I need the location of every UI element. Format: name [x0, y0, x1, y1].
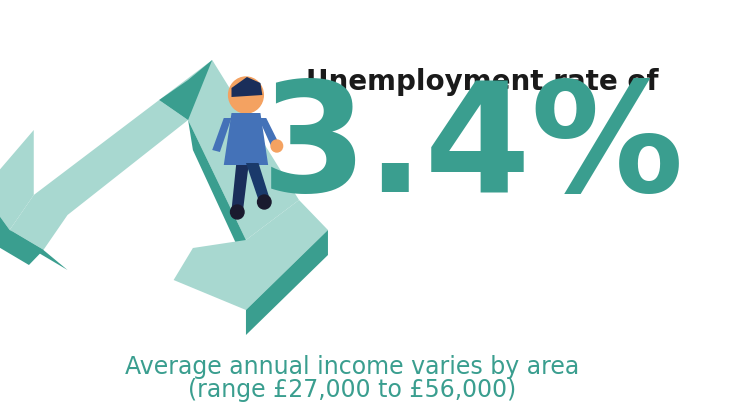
Polygon shape — [258, 118, 280, 148]
Polygon shape — [159, 60, 212, 120]
Text: (range £27,000 to £56,000): (range £27,000 to £56,000) — [188, 378, 516, 402]
Text: 3.4%: 3.4% — [261, 75, 685, 224]
Polygon shape — [212, 118, 231, 152]
Polygon shape — [246, 163, 270, 200]
Circle shape — [228, 77, 264, 113]
Polygon shape — [0, 130, 34, 230]
Text: Average annual income varies by area: Average annual income varies by area — [125, 355, 579, 379]
Polygon shape — [231, 77, 262, 97]
Text: Unemployment rate of: Unemployment rate of — [306, 68, 658, 96]
Circle shape — [231, 205, 244, 219]
Polygon shape — [9, 230, 67, 270]
Polygon shape — [9, 100, 188, 250]
Polygon shape — [159, 60, 299, 240]
Polygon shape — [246, 230, 328, 335]
Circle shape — [271, 140, 283, 152]
Polygon shape — [0, 210, 43, 265]
Polygon shape — [188, 120, 246, 265]
Polygon shape — [231, 163, 249, 210]
Circle shape — [258, 195, 271, 209]
Polygon shape — [224, 113, 268, 165]
Polygon shape — [174, 200, 328, 310]
